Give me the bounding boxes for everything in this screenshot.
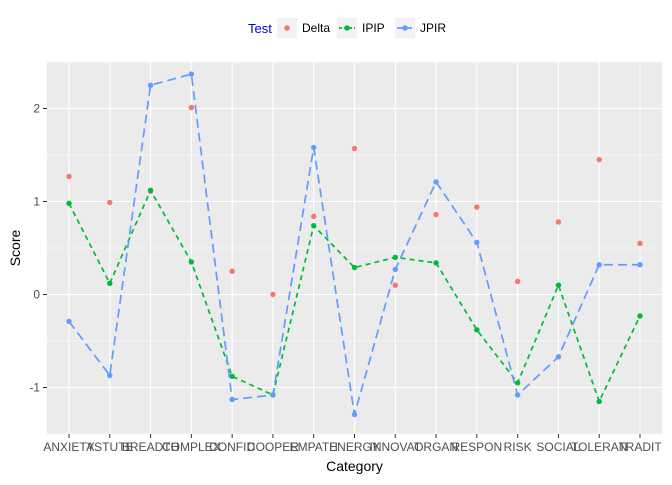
data-point bbox=[270, 291, 276, 298]
data-point bbox=[555, 282, 562, 288]
data-point bbox=[188, 259, 195, 265]
y-tick-label: -1 bbox=[29, 381, 40, 395]
data-point bbox=[311, 222, 317, 229]
data-point bbox=[147, 187, 154, 194]
data-point bbox=[107, 199, 113, 206]
data-point bbox=[555, 354, 562, 360]
legend-title: Test bbox=[248, 21, 272, 36]
legend: Test Delta IPIP JPIR bbox=[248, 18, 446, 38]
data-point bbox=[311, 213, 317, 220]
x-tick-label: TRADIT bbox=[618, 440, 662, 454]
series-line bbox=[68, 188, 641, 404]
legend-key-point bbox=[344, 25, 350, 31]
data-point bbox=[229, 373, 235, 380]
y-tick-label: 1 bbox=[33, 195, 40, 209]
x-tick-label: COMPLEX bbox=[162, 440, 221, 454]
x-tick-label: RESPON bbox=[452, 440, 503, 454]
data-point bbox=[392, 282, 398, 288]
data-point bbox=[555, 219, 562, 225]
data-point bbox=[637, 262, 643, 268]
data-point bbox=[229, 396, 235, 403]
data-point bbox=[637, 240, 643, 247]
data-point bbox=[229, 268, 235, 274]
legend-label: JPIR bbox=[420, 21, 446, 35]
x-tick-label: BREADTH bbox=[122, 440, 179, 454]
x-tick-label: INNOVAT bbox=[370, 440, 422, 454]
x-tick-label: TOLERAN bbox=[571, 440, 627, 454]
data-point bbox=[188, 71, 195, 77]
x-tick-label: ASTUTE bbox=[86, 440, 133, 454]
y-axis-title: Score bbox=[7, 230, 23, 267]
data-point bbox=[147, 82, 154, 88]
data-point bbox=[433, 211, 439, 218]
data-point bbox=[596, 262, 602, 268]
x-tick-label: CONFID bbox=[209, 440, 255, 454]
y-tick-label: 2 bbox=[33, 102, 40, 116]
data-point bbox=[596, 398, 602, 405]
data-point bbox=[66, 318, 72, 325]
legend-key-point bbox=[284, 25, 290, 31]
x-tick-label: EMPATH bbox=[290, 440, 338, 454]
data-point bbox=[392, 266, 398, 273]
data-point bbox=[270, 392, 276, 398]
legend-label: IPIP bbox=[362, 21, 385, 35]
data-point bbox=[66, 200, 72, 207]
data-point bbox=[474, 327, 480, 333]
data-point bbox=[514, 380, 521, 386]
data-point bbox=[351, 411, 358, 418]
data-point bbox=[311, 144, 317, 151]
data-point bbox=[637, 313, 643, 319]
x-tick-label: SOCIAL bbox=[536, 440, 580, 454]
x-tick-label: ENERGY bbox=[329, 440, 380, 454]
x-axis-title: Category bbox=[326, 458, 383, 474]
x-tick-label: RISK bbox=[504, 440, 532, 454]
data-point bbox=[433, 260, 439, 266]
legend-key-point bbox=[402, 25, 408, 31]
data-point bbox=[596, 156, 602, 163]
data-point bbox=[107, 280, 113, 287]
series-layer bbox=[66, 71, 643, 418]
data-point bbox=[188, 104, 195, 111]
x-tick-label: ORGAN bbox=[414, 440, 458, 454]
legend-label: Delta bbox=[302, 21, 330, 35]
data-point bbox=[107, 372, 113, 379]
data-point bbox=[351, 264, 358, 271]
x-tick-label: ANXIETY bbox=[43, 440, 94, 454]
data-point bbox=[433, 179, 439, 185]
data-point bbox=[392, 254, 398, 260]
x-tick-label: COOPER bbox=[247, 440, 299, 454]
y-axis: -1 0 1 2 bbox=[29, 102, 47, 395]
data-point bbox=[514, 278, 521, 285]
y-tick-label: 0 bbox=[33, 288, 40, 302]
data-point bbox=[474, 204, 480, 210]
data-point bbox=[514, 392, 521, 398]
data-point bbox=[474, 239, 480, 246]
x-axis: ANXIETYASTUTEBREADTHCOMPLEXCONFIDCOOPERE… bbox=[43, 434, 662, 454]
data-point bbox=[66, 173, 72, 180]
data-point bbox=[351, 145, 358, 152]
